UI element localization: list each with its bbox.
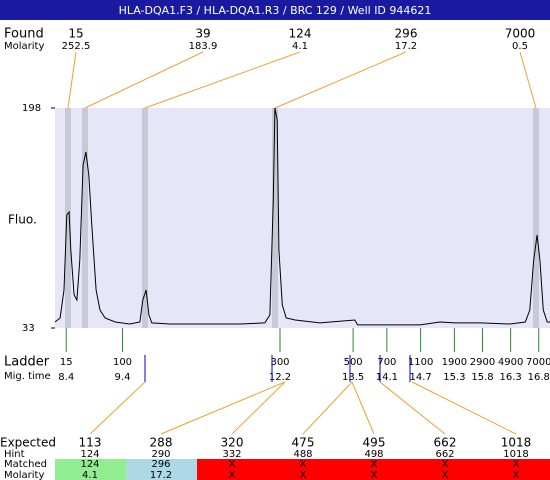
hint-value: 1018 <box>503 449 528 460</box>
found-connector <box>84 51 204 109</box>
peak-band <box>533 108 539 328</box>
ladder-size: 100 <box>113 357 132 368</box>
matched-cell <box>126 459 197 480</box>
hint-value: 290 <box>151 449 170 460</box>
found-molarity: 17.2 <box>395 41 417 52</box>
expected-value: 288 <box>150 436 173 450</box>
matched-value: 124 <box>80 459 99 470</box>
ladder-mig-time: 16.8 <box>528 372 550 383</box>
molarity-value: X <box>229 470 236 480</box>
hint-value: 124 <box>80 449 99 460</box>
found-size: 7000 <box>505 27 536 41</box>
ladder-size: 1100 <box>408 357 433 368</box>
molarity-value: 17.2 <box>150 470 172 480</box>
found-molarity: 4.1 <box>292 41 308 52</box>
ladder-size: 15 <box>60 357 73 368</box>
found-size: 296 <box>395 27 418 41</box>
matched-label: Matched <box>4 459 47 470</box>
matched-value: X <box>229 459 236 470</box>
expected-connector <box>411 381 517 435</box>
found-molarity: 183.9 <box>189 41 218 52</box>
y-tick-label: 198 <box>22 103 41 114</box>
ladder-mig-time: 14.7 <box>409 372 431 383</box>
ladder-size: 500 <box>344 357 363 368</box>
hint-value: 498 <box>364 449 383 460</box>
found-size: 15 <box>68 27 83 41</box>
peak-band <box>82 108 88 328</box>
found-molarity: 0.5 <box>512 41 528 52</box>
table: Expected 113 288 320 475 495 662 1018 Hint 124 290… <box>0 436 550 480</box>
expected-connector <box>89 381 146 435</box>
title-bar <box>0 0 550 20</box>
found-connector <box>67 51 77 109</box>
molarity-value: X <box>442 470 449 480</box>
matched-cell <box>55 459 126 480</box>
expected-connector <box>351 381 375 435</box>
expected-connector <box>231 381 286 435</box>
ladder-size: 2900 <box>470 357 495 368</box>
matched-cell <box>410 459 481 480</box>
matched-cell <box>339 459 410 480</box>
hint-value: 332 <box>222 449 241 460</box>
molarity-value: X <box>371 470 378 480</box>
ladder-mig-time: 8.4 <box>58 372 74 383</box>
expected-connector <box>160 381 286 435</box>
ladder-label: Ladder <box>4 355 50 370</box>
found-molarity: 252.5 <box>62 41 91 52</box>
found-connector <box>274 51 407 109</box>
matched-value: X <box>371 459 378 470</box>
trace <box>54 107 550 326</box>
ladder-size: 300 <box>270 357 289 368</box>
expected-value: 320 <box>221 436 244 450</box>
found-size: 124 <box>289 27 312 41</box>
expected-value: 475 <box>292 436 315 450</box>
matched-cell <box>268 459 339 480</box>
y-axis-label: Fluo. <box>8 213 37 227</box>
molarity-value: X <box>300 470 307 480</box>
ladder-size: 700 <box>377 357 396 368</box>
ladder-mig-time: 12.2 <box>269 372 291 383</box>
y-tick-label: 33 <box>22 323 35 334</box>
matched-value: X <box>442 459 449 470</box>
matched-value: X <box>300 459 307 470</box>
molarity-value: X <box>513 470 520 480</box>
ladder-sublabel: Mig. time <box>4 371 51 382</box>
ladder-mig-time: 9.4 <box>115 372 131 383</box>
expected-connector <box>302 381 353 435</box>
matched-cell <box>481 459 550 480</box>
hint-value: 488 <box>293 449 312 460</box>
plot-area <box>55 108 550 328</box>
ladder-mig-time: 13.5 <box>342 372 364 383</box>
matched-value: X <box>513 459 520 470</box>
ladder-mig-time: 15.8 <box>471 372 493 383</box>
found-label: Found <box>4 27 44 42</box>
ladder-mig-time: 14.1 <box>376 372 398 383</box>
molarity-value: 4.1 <box>82 470 98 480</box>
found-connector <box>519 51 537 109</box>
ladder-size: 7000 <box>526 357 550 368</box>
expected-value: 1018 <box>501 436 532 450</box>
matched-cell <box>197 459 268 480</box>
hint-value: 662 <box>435 449 454 460</box>
expected-value: 495 <box>363 436 386 450</box>
expected-connector <box>379 381 446 435</box>
found-size: 39 <box>195 27 210 41</box>
found-sublabel: Molarity <box>4 41 44 52</box>
hint-label: Hint <box>4 449 25 460</box>
ladder-mig-time: 16.3 <box>499 372 521 383</box>
peak-band <box>142 108 148 328</box>
chart-title: HLA-DQA1.F3 / HLA-DQA1.R3 / BRC 129 / We… <box>119 4 432 17</box>
ladder-size: 4900 <box>498 357 523 368</box>
ladder-mig-time: 15.3 <box>443 372 465 383</box>
matched-value: 296 <box>151 459 170 470</box>
found-connector <box>144 51 301 109</box>
expected-value: 662 <box>434 436 457 450</box>
peak-band <box>272 108 278 328</box>
molarity-label: Molarity <box>4 470 44 480</box>
peak-band <box>65 108 71 328</box>
ladder-size: 1900 <box>442 357 467 368</box>
expected-value: 113 <box>79 436 102 450</box>
expected-label: Expected <box>0 436 56 450</box>
